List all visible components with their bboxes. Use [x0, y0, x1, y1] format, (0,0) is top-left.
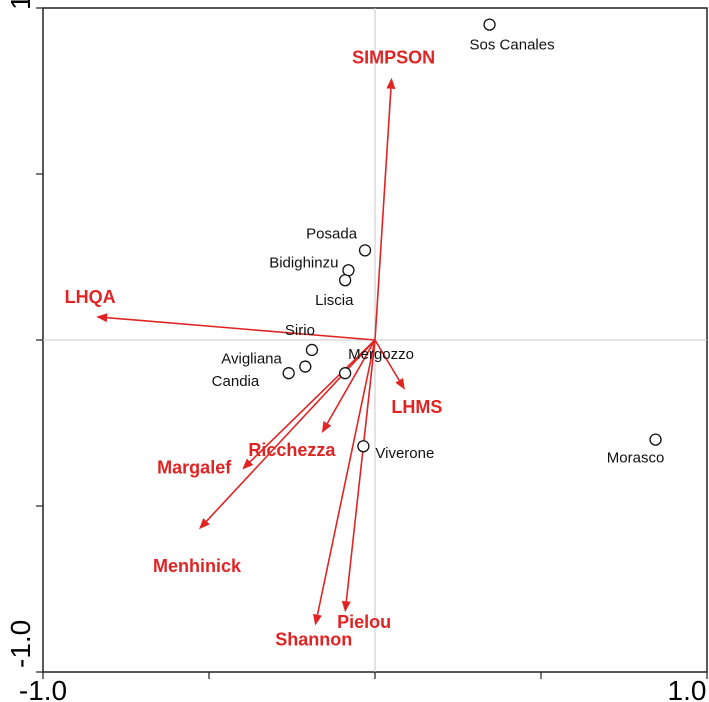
arrow-margalef [249, 339, 376, 463]
x-tick-label-min: -1.0 [19, 675, 67, 702]
site-label-bidighinzu: Bidighinzu [269, 254, 338, 271]
variable-label-menhinick: Menhinick [153, 556, 242, 576]
arrow-lhqa [107, 316, 376, 341]
site-label-avigliana: Avigliana [221, 351, 282, 368]
arrowhead-menhinick [199, 518, 210, 530]
variable-label-shannon: Shannon [275, 630, 352, 650]
site-point-sirio [305, 343, 319, 357]
x-tick-label-max: 1.0 [668, 675, 707, 702]
y-tick-label-min: -1.0 [5, 620, 36, 668]
arrowhead-pielou [341, 600, 351, 613]
site-point-mergozzo [338, 367, 352, 380]
labels: -1.0 1.0 1.0 -1.0 SIMPSON LHQA LHMS Ricchezza Ma… [5, 0, 706, 702]
site-point-avigliana [299, 360, 312, 373]
arrowhead-ricchezza [321, 421, 332, 433]
variable-label-pielou: Pielou [337, 612, 391, 632]
site-label-morasco: Morasco [607, 450, 665, 467]
site-label-posada: Posada [306, 225, 358, 242]
arrow-ricchezza [326, 339, 376, 424]
site-label-viverone: Viverone [375, 445, 434, 462]
axis-ticks [36, 7, 708, 679]
site-points [282, 18, 662, 453]
site-point-viverone [357, 440, 370, 453]
variable-label-margalef: Margalef [157, 457, 232, 477]
site-label-sirio: Sirio [285, 322, 315, 339]
site-point-sos-canales [483, 18, 496, 31]
site-point-liscia [338, 274, 352, 287]
arrowhead-shannon [313, 613, 322, 626]
site-point-morasco [649, 433, 662, 446]
site-label-sos-canales: Sos Canales [470, 37, 555, 54]
variable-label-simpson: SIMPSON [352, 48, 435, 68]
variable-label-lhms: LHMS [391, 397, 442, 417]
site-label-mergozzo: Mergozzo [348, 346, 414, 363]
y-tick-label-max: 1.0 [5, 0, 36, 10]
arrowhead-simpson [386, 77, 396, 89]
arrowhead-margalef [242, 458, 254, 470]
variable-label-ricchezza: Ricchezza [248, 440, 336, 460]
arrowhead-lhms [395, 378, 405, 390]
site-point-candia [282, 367, 295, 380]
arrow-simpson [374, 88, 392, 341]
arrow-shannon [316, 339, 376, 615]
arrowhead-lhqa [96, 313, 108, 323]
site-point-posada [358, 244, 372, 257]
site-label-candia: Candia [212, 373, 260, 390]
arrow-lhms [374, 339, 400, 381]
site-label-liscia: Liscia [315, 292, 354, 309]
variable-label-lhqa: LHQA [65, 287, 116, 307]
arrow-pielou [345, 339, 376, 602]
